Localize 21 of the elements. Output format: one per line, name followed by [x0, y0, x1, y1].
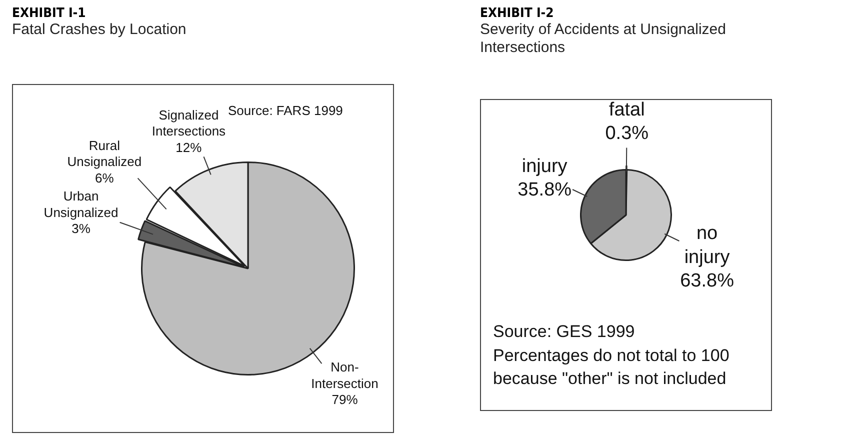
slice-label: Non-Intersection	[311, 360, 378, 391]
source-note: Source: GES 1999	[493, 321, 636, 343]
slice-label: Urban Unsignalized	[44, 188, 118, 220]
slice-label: Rural Unsignalized	[67, 138, 142, 170]
slice-label: fatal	[608, 99, 645, 120]
chart-subtitle: Severity of Accidents at Unsignalized Intersections	[480, 21, 727, 57]
chart-title: EXHIBIT I-1	[12, 6, 87, 21]
slice-label: no injury	[684, 223, 730, 268]
text: Percentages do not total to 100 because "other" is not included	[493, 345, 730, 390]
data-label: 3%	[72, 221, 91, 236]
data-label: 79%	[332, 392, 358, 408]
data-label: 63.8%	[680, 270, 734, 292]
data-label: 0.3%	[605, 123, 649, 144]
chart-subtitle: Fatal Crashes by Location	[12, 21, 188, 39]
slice-label: Signalized Intersections	[152, 108, 226, 139]
chart-title: EXHIBIT I-2	[480, 6, 555, 21]
data-label: 12%	[176, 140, 202, 155]
source-note: Source: FARS 1999	[228, 102, 344, 120]
data-label: 35.8%	[518, 180, 572, 201]
slice-label: injury	[522, 156, 568, 177]
data-label: 6%	[95, 170, 114, 186]
